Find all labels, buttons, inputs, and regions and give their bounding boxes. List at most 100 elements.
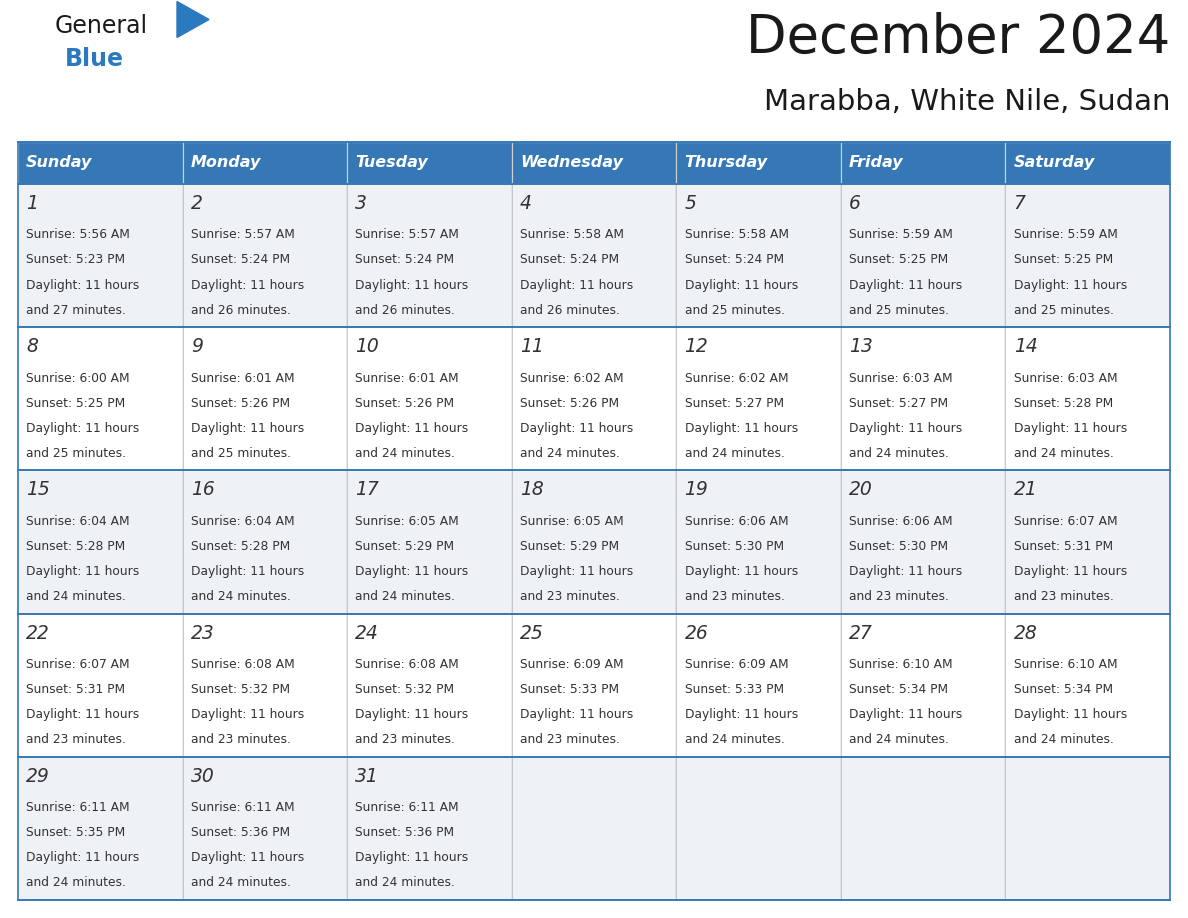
Text: Sunrise: 6:11 AM: Sunrise: 6:11 AM	[355, 801, 459, 814]
Text: and 23 minutes.: and 23 minutes.	[684, 590, 784, 603]
Text: Tuesday: Tuesday	[355, 155, 428, 171]
Text: Sunrise: 5:59 AM: Sunrise: 5:59 AM	[849, 229, 953, 241]
Text: Sunset: 5:24 PM: Sunset: 5:24 PM	[684, 253, 784, 266]
Text: Sunset: 5:32 PM: Sunset: 5:32 PM	[355, 683, 455, 696]
Bar	[841, 613, 1005, 756]
Text: Sunset: 5:32 PM: Sunset: 5:32 PM	[191, 683, 290, 696]
Text: Daylight: 11 hours: Daylight: 11 hours	[26, 278, 139, 292]
Text: Marabba, White Nile, Sudan: Marabba, White Nile, Sudan	[764, 88, 1170, 116]
Bar	[512, 756, 676, 900]
Text: Sunset: 5:27 PM: Sunset: 5:27 PM	[684, 397, 784, 409]
Text: General: General	[55, 14, 148, 38]
Text: Daylight: 11 hours: Daylight: 11 hours	[355, 851, 468, 865]
Text: Sunrise: 5:59 AM: Sunrise: 5:59 AM	[1013, 229, 1118, 241]
Bar	[676, 327, 841, 470]
Text: 11: 11	[520, 337, 544, 356]
Text: 22: 22	[26, 623, 50, 643]
Bar	[512, 142, 676, 184]
Text: Daylight: 11 hours: Daylight: 11 hours	[26, 565, 139, 578]
Bar	[18, 327, 183, 470]
Bar	[841, 756, 1005, 900]
Text: and 24 minutes.: and 24 minutes.	[849, 447, 949, 460]
Text: Sunset: 5:24 PM: Sunset: 5:24 PM	[520, 253, 619, 266]
Text: Sunset: 5:29 PM: Sunset: 5:29 PM	[520, 540, 619, 553]
Bar	[183, 142, 347, 184]
Text: Sunset: 5:35 PM: Sunset: 5:35 PM	[26, 826, 126, 839]
Text: Sunset: 5:34 PM: Sunset: 5:34 PM	[849, 683, 948, 696]
Bar	[676, 142, 841, 184]
Text: Daylight: 11 hours: Daylight: 11 hours	[1013, 565, 1127, 578]
Text: Sunrise: 6:00 AM: Sunrise: 6:00 AM	[26, 372, 129, 385]
Text: Daylight: 11 hours: Daylight: 11 hours	[520, 708, 633, 722]
Text: Sunrise: 6:11 AM: Sunrise: 6:11 AM	[191, 801, 295, 814]
Text: Sunrise: 6:06 AM: Sunrise: 6:06 AM	[684, 515, 788, 528]
Text: Sunset: 5:28 PM: Sunset: 5:28 PM	[191, 540, 290, 553]
Text: Daylight: 11 hours: Daylight: 11 hours	[191, 851, 304, 865]
Text: Daylight: 11 hours: Daylight: 11 hours	[191, 278, 304, 292]
Text: and 24 minutes.: and 24 minutes.	[191, 877, 291, 890]
Text: Sunset: 5:29 PM: Sunset: 5:29 PM	[355, 540, 455, 553]
Text: Sunset: 5:25 PM: Sunset: 5:25 PM	[849, 253, 948, 266]
Text: Sunset: 5:33 PM: Sunset: 5:33 PM	[684, 683, 784, 696]
Text: 18: 18	[520, 480, 544, 499]
Text: 30: 30	[191, 767, 215, 786]
Text: and 24 minutes.: and 24 minutes.	[26, 877, 126, 890]
Text: Sunrise: 6:07 AM: Sunrise: 6:07 AM	[1013, 515, 1117, 528]
Text: Sunrise: 6:02 AM: Sunrise: 6:02 AM	[684, 372, 788, 385]
Text: Sunrise: 6:09 AM: Sunrise: 6:09 AM	[520, 658, 624, 671]
Text: 8: 8	[26, 337, 38, 356]
Text: 23: 23	[191, 623, 215, 643]
Text: and 25 minutes.: and 25 minutes.	[26, 447, 126, 460]
Bar	[347, 756, 512, 900]
Text: Daylight: 11 hours: Daylight: 11 hours	[1013, 278, 1127, 292]
Text: Sunrise: 6:08 AM: Sunrise: 6:08 AM	[191, 658, 295, 671]
Text: Sunset: 5:30 PM: Sunset: 5:30 PM	[684, 540, 784, 553]
Bar	[1005, 184, 1170, 327]
Text: Saturday: Saturday	[1013, 155, 1095, 171]
Text: Daylight: 11 hours: Daylight: 11 hours	[520, 278, 633, 292]
Text: 19: 19	[684, 480, 708, 499]
Text: Daylight: 11 hours: Daylight: 11 hours	[355, 708, 468, 722]
Text: 12: 12	[684, 337, 708, 356]
Text: and 23 minutes.: and 23 minutes.	[355, 733, 455, 746]
Text: 29: 29	[26, 767, 50, 786]
Text: December 2024: December 2024	[746, 12, 1170, 64]
Text: Daylight: 11 hours: Daylight: 11 hours	[355, 565, 468, 578]
Bar	[676, 613, 841, 756]
Bar	[512, 327, 676, 470]
Text: Daylight: 11 hours: Daylight: 11 hours	[849, 565, 962, 578]
Text: Sunrise: 5:58 AM: Sunrise: 5:58 AM	[684, 229, 789, 241]
Text: Sunset: 5:34 PM: Sunset: 5:34 PM	[1013, 683, 1113, 696]
Text: and 24 minutes.: and 24 minutes.	[1013, 447, 1113, 460]
Text: Sunrise: 6:02 AM: Sunrise: 6:02 AM	[520, 372, 624, 385]
Text: and 23 minutes.: and 23 minutes.	[191, 733, 291, 746]
Text: and 24 minutes.: and 24 minutes.	[26, 590, 126, 603]
Text: Sunset: 5:27 PM: Sunset: 5:27 PM	[849, 397, 948, 409]
Bar	[676, 470, 841, 613]
Text: and 24 minutes.: and 24 minutes.	[684, 733, 784, 746]
Text: Sunrise: 6:08 AM: Sunrise: 6:08 AM	[355, 658, 459, 671]
Text: Sunset: 5:26 PM: Sunset: 5:26 PM	[191, 397, 290, 409]
Text: 13: 13	[849, 337, 873, 356]
Text: and 25 minutes.: and 25 minutes.	[684, 304, 784, 317]
Text: 24: 24	[355, 623, 379, 643]
Bar	[512, 184, 676, 327]
Text: Sunset: 5:25 PM: Sunset: 5:25 PM	[26, 397, 126, 409]
Text: Thursday: Thursday	[684, 155, 767, 171]
Text: Sunrise: 6:06 AM: Sunrise: 6:06 AM	[849, 515, 953, 528]
Text: Sunrise: 5:58 AM: Sunrise: 5:58 AM	[520, 229, 624, 241]
Text: Sunset: 5:24 PM: Sunset: 5:24 PM	[191, 253, 290, 266]
Text: and 26 minutes.: and 26 minutes.	[355, 304, 455, 317]
Text: Sunrise: 5:57 AM: Sunrise: 5:57 AM	[355, 229, 460, 241]
Text: Sunrise: 6:09 AM: Sunrise: 6:09 AM	[684, 658, 788, 671]
Bar	[183, 613, 347, 756]
Text: and 24 minutes.: and 24 minutes.	[684, 447, 784, 460]
Text: Daylight: 11 hours: Daylight: 11 hours	[849, 278, 962, 292]
Bar	[512, 470, 676, 613]
Text: Sunrise: 6:03 AM: Sunrise: 6:03 AM	[1013, 372, 1117, 385]
Bar	[183, 184, 347, 327]
Text: 7: 7	[1013, 194, 1025, 213]
Text: 17: 17	[355, 480, 379, 499]
Bar	[1005, 470, 1170, 613]
Text: Sunrise: 6:07 AM: Sunrise: 6:07 AM	[26, 658, 129, 671]
